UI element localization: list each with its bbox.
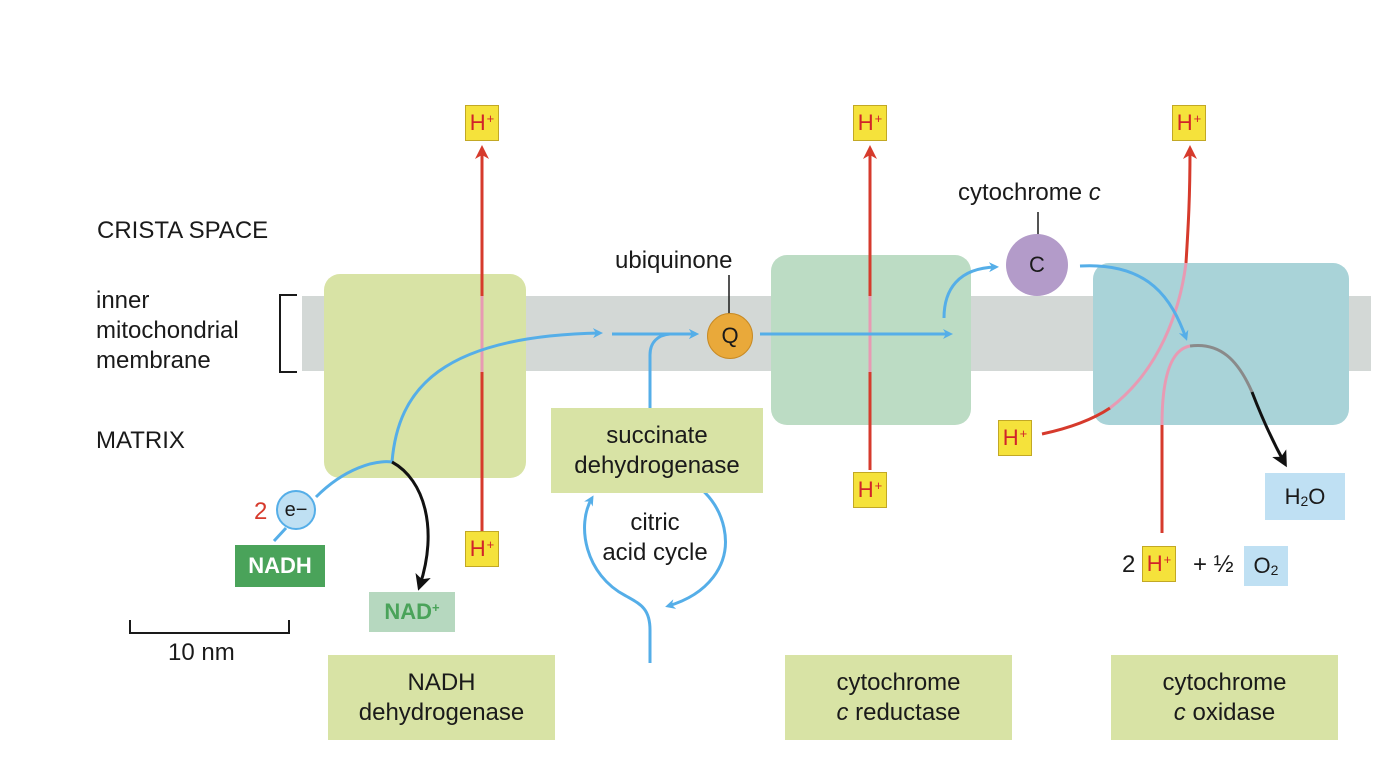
nad-formation-arrow	[391, 460, 431, 591]
reductase-line1: cytochrome	[836, 668, 961, 696]
succinate-electron-path	[648, 329, 699, 408]
scale-bar-label: 10 nm	[168, 639, 235, 666]
complex4-proton-path-membrane	[1109, 262, 1188, 410]
proton-box-complex1-top: H +	[465, 105, 499, 141]
citric-acid-cycle-line2: acid cycle	[602, 539, 708, 566]
cytochrome-c-circle: C	[1006, 234, 1068, 296]
electron-path-cytc-to-oxidase	[1079, 264, 1189, 341]
succinate-line2: dehydrogenase	[574, 451, 740, 479]
nadh-dehydrogenase-complex	[324, 274, 526, 478]
nadh-label: NADH	[235, 545, 325, 587]
electron-path-nadh-curve	[314, 460, 393, 499]
electron-circle: e−	[276, 490, 316, 530]
complex4-proton-arrow	[1182, 145, 1197, 264]
reductase-line2: c reductase	[836, 698, 961, 726]
nadh-dehydrogenase-label: NADH dehydrogenase	[328, 655, 555, 740]
oxidase-line1: cytochrome	[1162, 668, 1287, 696]
nadh-dh-line2: dehydrogenase	[358, 698, 525, 726]
electron-path-complex1	[390, 328, 603, 463]
water-forming-path	[1189, 343, 1254, 393]
proton-box-complex4-top: H +	[1172, 105, 1206, 141]
oxidase-line2: c oxidase	[1173, 698, 1276, 726]
membrane-label-line2: mitochondrial	[96, 317, 239, 344]
membrane-label-line3: membrane	[96, 347, 211, 374]
proton-box-oxygen: H +	[1142, 546, 1176, 582]
electron-path-nadh-stem	[272, 526, 288, 543]
cytochrome-c-oxidase-label: cytochrome c oxidase	[1111, 655, 1338, 740]
electron-count: 2	[254, 498, 268, 525]
citric-cycle-loop	[583, 495, 652, 663]
citric-acid-cycle-line1: citric	[630, 509, 680, 536]
scale-bar	[129, 620, 290, 634]
oxygen-proton-coefficient: 2	[1122, 551, 1136, 578]
ubiquinone-q: Q	[707, 313, 753, 359]
cytochrome-c-reductase-label: cytochrome c reductase	[785, 655, 1012, 740]
membrane-bracket	[279, 294, 297, 373]
succinate-line1: succinate	[606, 421, 708, 449]
matrix-label: MATRIX	[96, 427, 185, 454]
cytochrome-c-label: cytochrome c	[958, 179, 1101, 206]
ubiquinone-label: ubiquinone	[615, 247, 733, 274]
membrane-label-line1: inner	[96, 287, 150, 314]
oxygen-plus-half: + ½	[1193, 551, 1234, 578]
water-forming-arrow	[1250, 391, 1287, 468]
nadh-dh-line1: NADH	[407, 668, 476, 696]
complex4-proton-path-lower	[1041, 406, 1111, 436]
nad-plus-label: NAD +	[369, 592, 455, 632]
proton-box-complex4-matrix: H +	[998, 420, 1032, 456]
cytochrome-c-oxidase-complex	[1093, 263, 1349, 425]
crista-space-label: CRISTA SPACE	[97, 217, 269, 244]
electron-path-reductase-to-cytc	[942, 262, 999, 319]
proton-box-complex3-top: H +	[853, 105, 887, 141]
oxygen-proton-path-membrane	[1160, 344, 1191, 426]
proton-box-complex3-matrix: H +	[853, 472, 887, 508]
proton-box-complex1-matrix: H +	[465, 531, 499, 567]
succinate-dehydrogenase-box: succinate dehydrogenase	[551, 408, 763, 493]
